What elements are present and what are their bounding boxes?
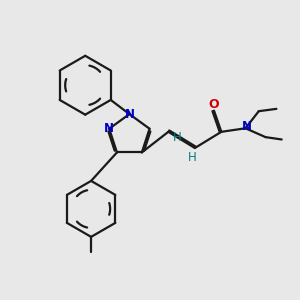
Text: N: N [104,122,114,135]
Text: N: N [242,120,252,133]
Text: O: O [208,98,219,111]
Text: N: N [124,108,134,121]
Text: H: H [188,151,196,164]
Text: H: H [173,130,182,144]
